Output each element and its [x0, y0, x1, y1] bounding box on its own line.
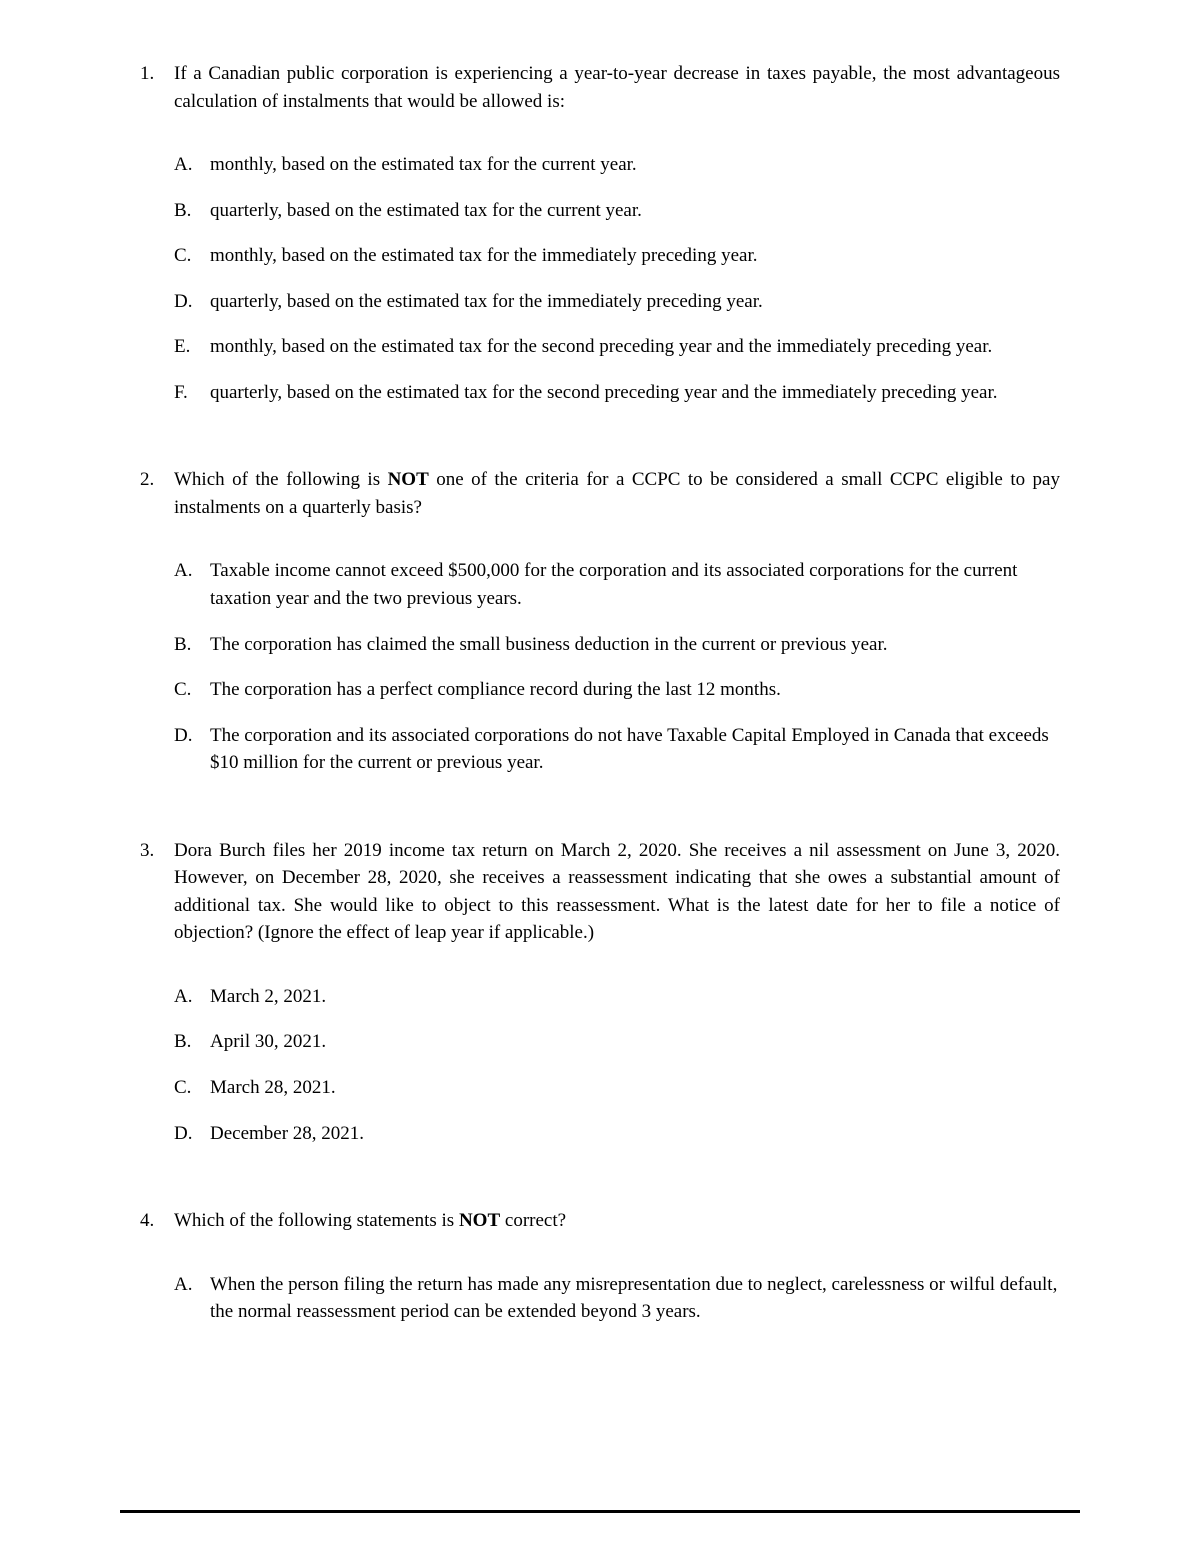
option-label: D.	[174, 722, 210, 750]
option-row: A.monthly, based on the estimated tax fo…	[174, 151, 1060, 179]
option-row: A.March 2, 2021.	[174, 983, 1060, 1011]
option-text: April 30, 2021.	[210, 1028, 1060, 1056]
option-row: D.The corporation and its associated cor…	[174, 722, 1060, 777]
option-label: C.	[174, 1074, 210, 1102]
options-list: A.When the person filing the return has …	[174, 1271, 1060, 1326]
question-text: Dora Burch files her 2019 income tax ret…	[174, 837, 1060, 947]
option-row: E.monthly, based on the estimated tax fo…	[174, 333, 1060, 361]
question-text: If a Canadian public corporation is expe…	[174, 60, 1060, 115]
option-row: A.Taxable income cannot exceed $500,000 …	[174, 557, 1060, 612]
option-row: A.When the person filing the return has …	[174, 1271, 1060, 1326]
question-number: 1.	[140, 60, 174, 88]
option-text: quarterly, based on the estimated tax fo…	[210, 197, 1060, 225]
question-text: Which of the following is NOT one of the…	[174, 466, 1060, 521]
question-text: Which of the following statements is NOT…	[174, 1207, 1060, 1235]
option-row: D.December 28, 2021.	[174, 1120, 1060, 1148]
option-text: March 28, 2021.	[210, 1074, 1060, 1102]
option-label: C.	[174, 242, 210, 270]
options-list: A.March 2, 2021.B.April 30, 2021.C.March…	[174, 983, 1060, 1147]
question-text-part: correct?	[500, 1210, 566, 1231]
option-text: monthly, based on the estimated tax for …	[210, 333, 1060, 361]
option-text: The corporation and its associated corpo…	[210, 722, 1060, 777]
questions-container: 1.If a Canadian public corporation is ex…	[140, 60, 1060, 1326]
option-row: C.March 28, 2021.	[174, 1074, 1060, 1102]
option-row: C.The corporation has a perfect complian…	[174, 676, 1060, 704]
option-label: B.	[174, 1028, 210, 1056]
options-list: A.monthly, based on the estimated tax fo…	[174, 151, 1060, 406]
question: 1.If a Canadian public corporation is ex…	[140, 60, 1060, 406]
question-text-part: Which of the following statements is	[174, 1210, 459, 1231]
document-page: 1.If a Canadian public corporation is ex…	[0, 0, 1200, 1553]
option-label: A.	[174, 1271, 210, 1299]
option-row: D.quarterly, based on the estimated tax …	[174, 288, 1060, 316]
option-label: A.	[174, 151, 210, 179]
question-number: 3.	[140, 837, 174, 865]
option-label: A.	[174, 557, 210, 585]
option-label: D.	[174, 288, 210, 316]
footer-rule	[120, 1510, 1080, 1513]
option-text: Taxable income cannot exceed $500,000 fo…	[210, 557, 1060, 612]
option-text: quarterly, based on the estimated tax fo…	[210, 288, 1060, 316]
option-row: B.quarterly, based on the estimated tax …	[174, 197, 1060, 225]
option-label: B.	[174, 197, 210, 225]
question-number: 4.	[140, 1207, 174, 1235]
option-label: A.	[174, 983, 210, 1011]
question: 2.Which of the following is NOT one of t…	[140, 466, 1060, 776]
option-label: E.	[174, 333, 210, 361]
option-text: December 28, 2021.	[210, 1120, 1060, 1148]
question-row: 3.Dora Burch files her 2019 income tax r…	[140, 837, 1060, 947]
option-row: B.April 30, 2021.	[174, 1028, 1060, 1056]
option-label: F.	[174, 379, 210, 407]
option-text: The corporation has a perfect compliance…	[210, 676, 1060, 704]
option-row: F.quarterly, based on the estimated tax …	[174, 379, 1060, 407]
question: 3.Dora Burch files her 2019 income tax r…	[140, 837, 1060, 1147]
option-text: quarterly, based on the estimated tax fo…	[210, 379, 1060, 407]
question-row: 4.Which of the following statements is N…	[140, 1207, 1060, 1235]
emphasis-text: NOT	[459, 1210, 500, 1231]
option-text: When the person filing the return has ma…	[210, 1271, 1060, 1326]
question: 4.Which of the following statements is N…	[140, 1207, 1060, 1326]
option-label: C.	[174, 676, 210, 704]
question-row: 2.Which of the following is NOT one of t…	[140, 466, 1060, 521]
question-row: 1.If a Canadian public corporation is ex…	[140, 60, 1060, 115]
question-text-part: If a Canadian public corporation is expe…	[174, 63, 1060, 112]
option-row: C.monthly, based on the estimated tax fo…	[174, 242, 1060, 270]
question-text-part: Dora Burch files her 2019 income tax ret…	[174, 840, 1060, 944]
option-row: B.The corporation has claimed the small …	[174, 631, 1060, 659]
question-number: 2.	[140, 466, 174, 494]
option-label: D.	[174, 1120, 210, 1148]
option-label: B.	[174, 631, 210, 659]
options-list: A.Taxable income cannot exceed $500,000 …	[174, 557, 1060, 776]
option-text: monthly, based on the estimated tax for …	[210, 242, 1060, 270]
option-text: The corporation has claimed the small bu…	[210, 631, 1060, 659]
question-text-part: Which of the following is	[174, 469, 388, 490]
option-text: monthly, based on the estimated tax for …	[210, 151, 1060, 179]
emphasis-text: NOT	[388, 469, 429, 490]
option-text: March 2, 2021.	[210, 983, 1060, 1011]
